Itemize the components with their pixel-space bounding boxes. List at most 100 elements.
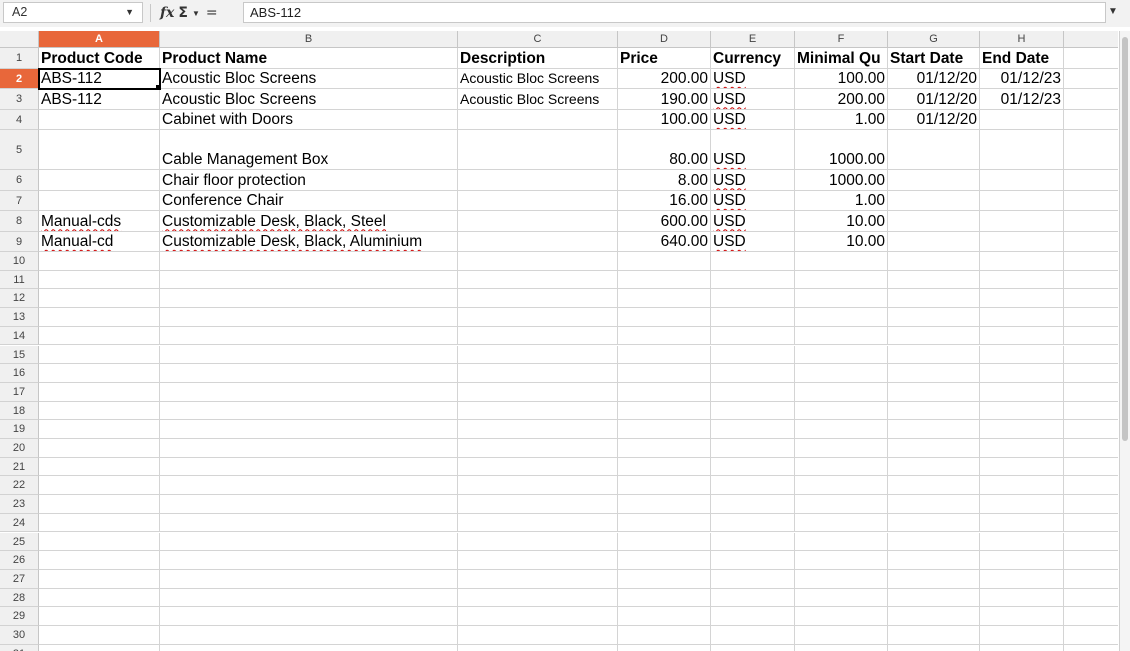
cell-e9[interactable]: USD xyxy=(711,231,795,252)
empty-cell[interactable] xyxy=(795,457,888,477)
cell-b9[interactable]: Customizable Desk, Black, Aluminium xyxy=(160,231,458,252)
empty-cell[interactable] xyxy=(39,345,160,365)
empty-cell[interactable] xyxy=(160,644,458,651)
row-header[interactable]: 17 xyxy=(0,382,39,402)
empty-cell[interactable] xyxy=(980,532,1064,552)
empty-cell[interactable] xyxy=(1064,271,1118,290)
empty-cell[interactable] xyxy=(39,476,160,496)
empty-cell[interactable] xyxy=(980,382,1064,402)
row-header[interactable]: 7 xyxy=(0,190,39,211)
header-cell-description[interactable]: Description xyxy=(458,48,618,69)
cell-c4[interactable] xyxy=(458,109,618,130)
row-header[interactable]: 4 xyxy=(0,109,39,130)
empty-cell[interactable] xyxy=(39,420,160,439)
row-header[interactable]: 8 xyxy=(0,211,39,232)
empty-cell[interactable] xyxy=(458,420,618,439)
cell-f2[interactable]: 100.00 xyxy=(795,68,888,89)
empty-cell[interactable] xyxy=(160,364,458,383)
empty-cell[interactable] xyxy=(458,569,618,589)
empty-cell[interactable] xyxy=(980,364,1064,383)
row-header[interactable]: 16 xyxy=(0,364,39,383)
cell-d9[interactable]: 640.00 xyxy=(618,231,711,252)
empty-cell[interactable] xyxy=(711,439,795,458)
empty-cell[interactable] xyxy=(980,439,1064,458)
empty-cell[interactable] xyxy=(160,607,458,626)
empty-cell[interactable] xyxy=(795,439,888,458)
empty-cell[interactable] xyxy=(795,588,888,608)
empty-cell[interactable] xyxy=(980,289,1064,309)
empty-cell[interactable] xyxy=(980,551,1064,570)
empty-cell[interactable] xyxy=(618,326,711,346)
empty-cell[interactable] xyxy=(1064,252,1118,271)
empty-cell[interactable] xyxy=(888,420,980,439)
empty-cell[interactable] xyxy=(1064,48,1118,69)
row-header[interactable]: 31 xyxy=(0,644,39,651)
empty-cell[interactable] xyxy=(888,289,980,309)
empty-cell[interactable] xyxy=(618,476,711,496)
empty-cell[interactable] xyxy=(458,644,618,651)
empty-cell[interactable] xyxy=(795,495,888,514)
empty-cell[interactable] xyxy=(888,270,980,290)
cell-a3[interactable]: ABS-112 xyxy=(39,89,160,110)
empty-cell[interactable] xyxy=(458,626,618,645)
cell-g7[interactable] xyxy=(888,190,980,211)
empty-cell[interactable] xyxy=(795,626,888,645)
empty-cell[interactable] xyxy=(980,513,1064,533)
empty-cell[interactable] xyxy=(458,364,618,383)
cell-f4[interactable]: 1.00 xyxy=(795,109,888,130)
empty-cell[interactable] xyxy=(1064,383,1118,402)
empty-cell[interactable] xyxy=(39,457,160,477)
empty-cell[interactable] xyxy=(1064,211,1118,232)
empty-cell[interactable] xyxy=(618,551,711,570)
empty-cell[interactable] xyxy=(1064,645,1118,651)
empty-cell[interactable] xyxy=(1064,402,1118,421)
empty-cell[interactable] xyxy=(39,607,160,626)
empty-cell[interactable] xyxy=(458,495,618,514)
empty-cell[interactable] xyxy=(458,607,618,626)
empty-cell[interactable] xyxy=(711,513,795,533)
empty-cell[interactable] xyxy=(160,439,458,458)
row-header[interactable]: 29 xyxy=(0,607,39,626)
row-header[interactable]: 23 xyxy=(0,495,39,514)
empty-cell[interactable] xyxy=(711,382,795,402)
empty-cell[interactable] xyxy=(795,401,888,421)
empty-cell[interactable] xyxy=(39,532,160,552)
empty-cell[interactable] xyxy=(160,513,458,533)
empty-cell[interactable] xyxy=(1064,130,1118,170)
empty-cell[interactable] xyxy=(711,345,795,365)
cell-d6[interactable]: 8.00 xyxy=(618,170,711,191)
cell-a8[interactable]: Manual-cds xyxy=(39,211,160,232)
cell-c5[interactable] xyxy=(458,130,618,170)
empty-cell[interactable] xyxy=(888,401,980,421)
empty-cell[interactable] xyxy=(1064,110,1118,130)
empty-cell[interactable] xyxy=(1064,232,1118,252)
empty-cell[interactable] xyxy=(888,532,980,552)
formula-input[interactable]: ABS-112 xyxy=(243,2,1106,23)
column-header-e[interactable]: E xyxy=(711,31,795,48)
empty-cell[interactable] xyxy=(795,326,888,346)
row-header[interactable]: 11 xyxy=(0,270,39,290)
empty-cell[interactable] xyxy=(1064,626,1118,645)
empty-cell[interactable] xyxy=(618,364,711,383)
empty-cell[interactable] xyxy=(795,476,888,496)
cell-d8[interactable]: 600.00 xyxy=(618,211,711,232)
cell-b5[interactable]: Cable Management Box xyxy=(160,130,458,170)
formula-icon[interactable]: = xyxy=(205,5,218,21)
header-cell-end-date[interactable]: End Date xyxy=(980,48,1064,69)
empty-cell[interactable] xyxy=(160,626,458,645)
cell-g8[interactable] xyxy=(888,211,980,232)
cell-d7[interactable]: 16.00 xyxy=(618,190,711,211)
cell-f3[interactable]: 200.00 xyxy=(795,89,888,110)
empty-cell[interactable] xyxy=(458,289,618,309)
cell-f9[interactable]: 10.00 xyxy=(795,231,888,252)
cell-g2[interactable]: 01/12/20 xyxy=(888,68,980,89)
empty-cell[interactable] xyxy=(980,457,1064,477)
empty-cell[interactable] xyxy=(458,457,618,477)
row-header[interactable]: 28 xyxy=(0,588,39,608)
row-header[interactable]: 1 xyxy=(0,48,39,69)
empty-cell[interactable] xyxy=(980,345,1064,365)
cell-b2[interactable]: Acoustic Bloc Screens xyxy=(160,68,458,89)
cell-b7[interactable]: Conference Chair xyxy=(160,190,458,211)
header-cell-product-code[interactable]: Product Code xyxy=(39,48,160,69)
chevron-down-icon[interactable]: ▼ xyxy=(125,7,134,17)
